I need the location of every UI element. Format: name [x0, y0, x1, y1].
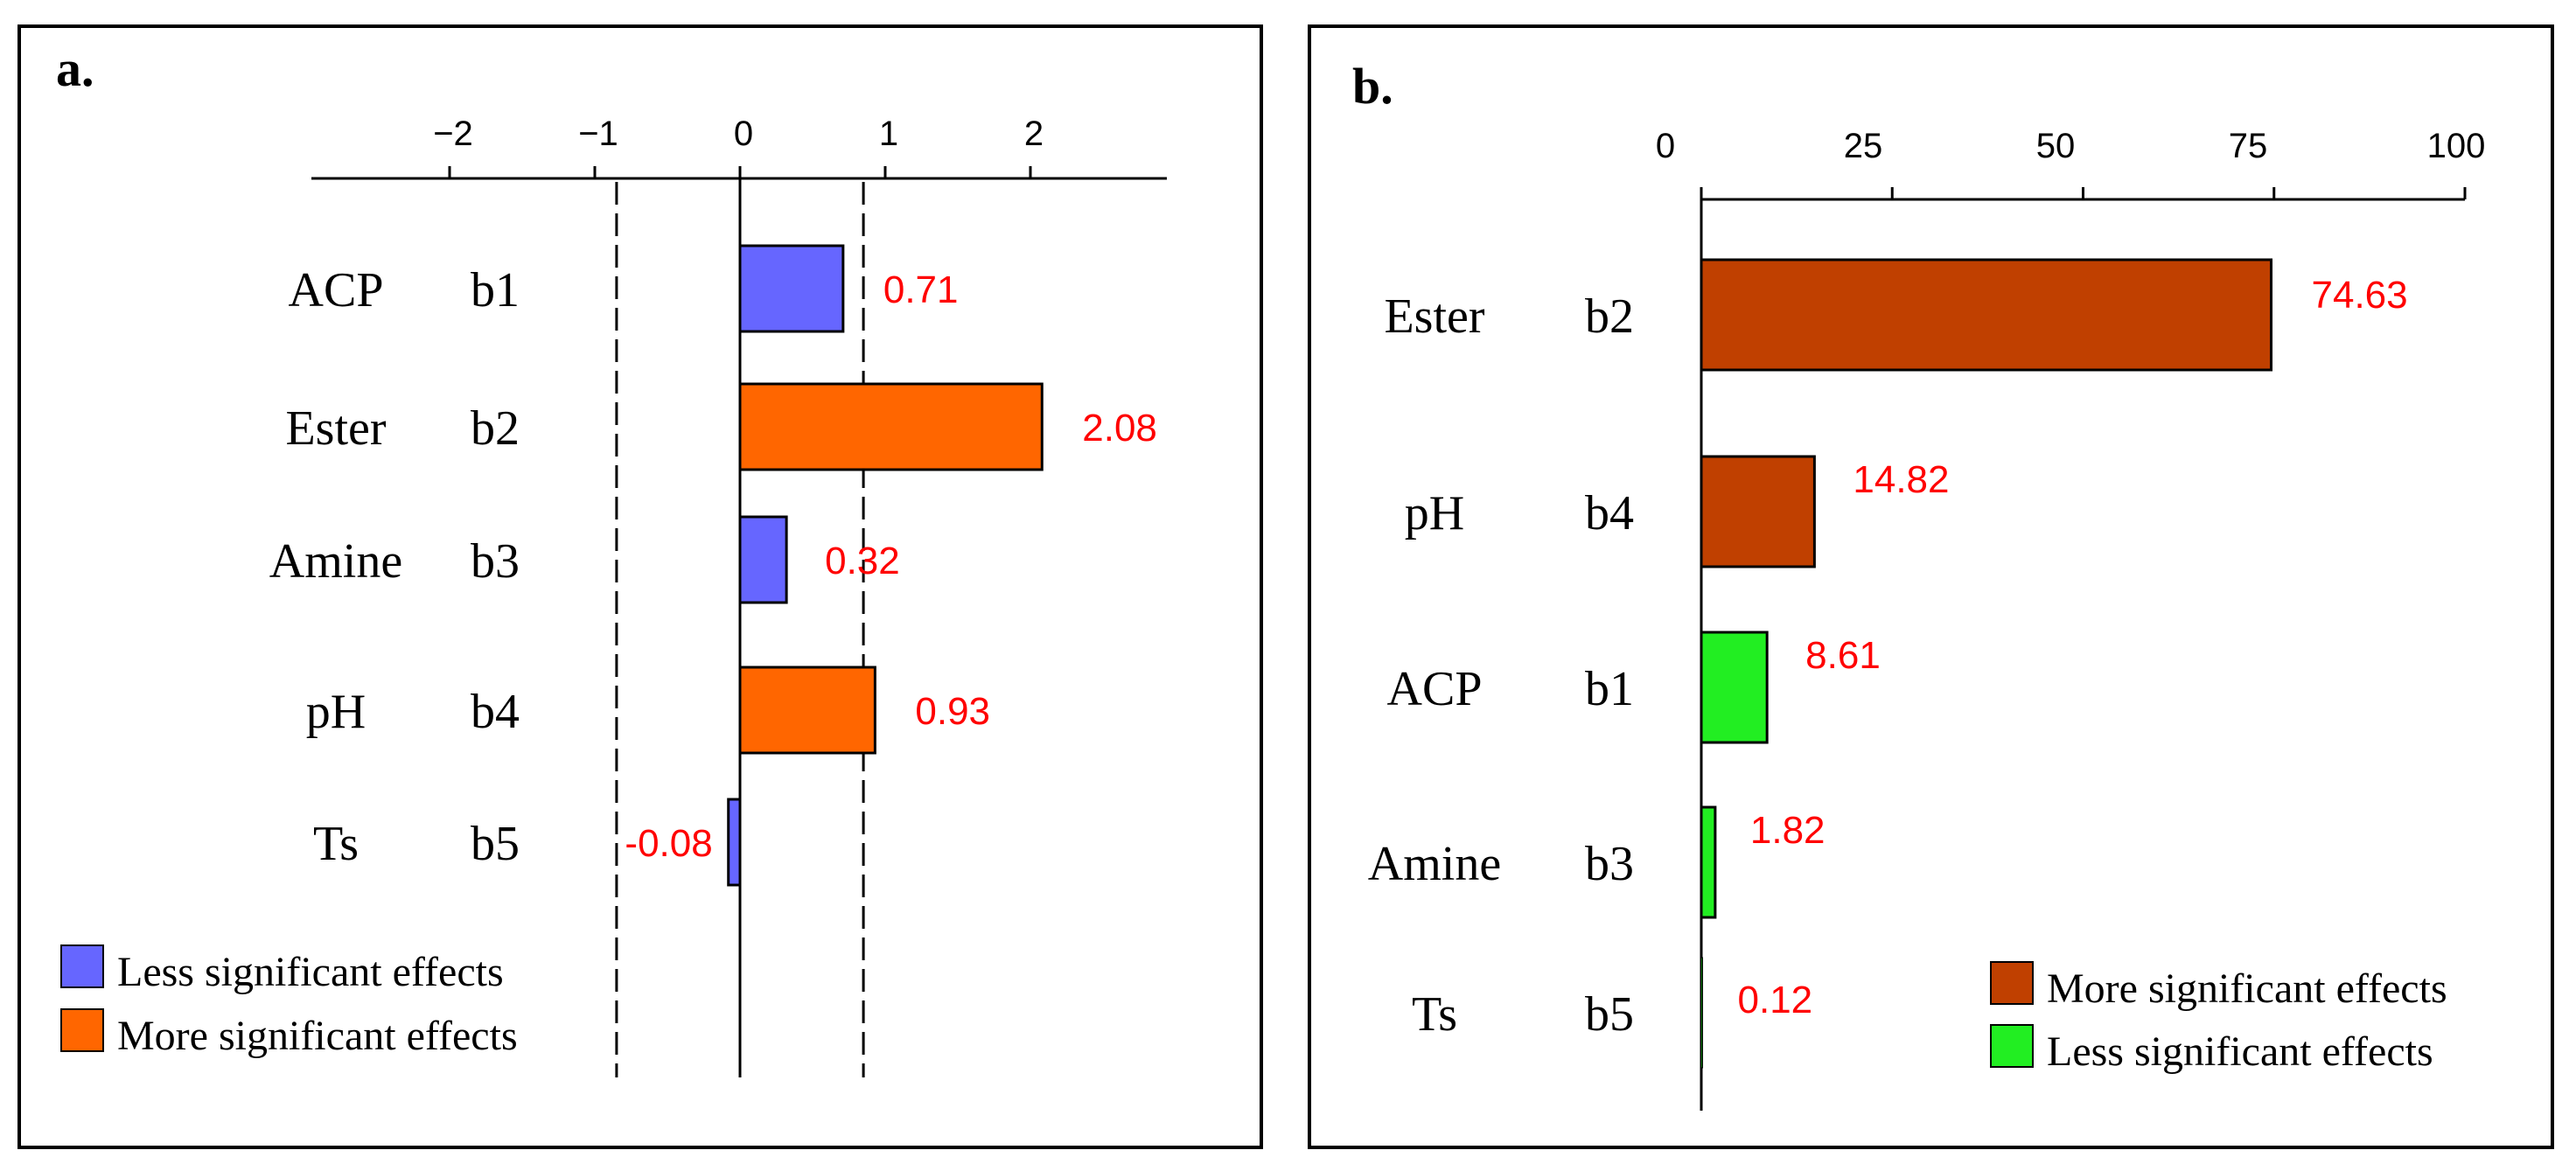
panel-b-value-labels: 74.63 14.82 8.61 1.82 0.12: [1738, 274, 2408, 1021]
value-label-amine: 1.82: [1750, 809, 1826, 852]
panel-a-bars: [727, 244, 1044, 887]
bar-ester: [1700, 258, 2273, 372]
factor-label: pH: [1405, 486, 1464, 540]
coef-label: b3: [1585, 837, 1634, 891]
factor-label: Ester: [1384, 289, 1484, 344]
coef-label: b2: [471, 401, 520, 456]
bar-acp: [738, 244, 845, 333]
value-label-ts: 0.12: [1738, 979, 1813, 1021]
factor-label: Amine: [269, 534, 402, 589]
coef-label: b1: [471, 263, 520, 317]
panel-b: b. 0 25 50 75 100 74.63 14.82 8.61 1.82 0.12 Est…: [1308, 24, 2554, 1149]
factor-label: Amine: [1368, 837, 1501, 891]
factor-label: pH: [306, 685, 366, 739]
x-tick-label: 50: [2036, 127, 2076, 165]
bar-ts: [1700, 957, 1703, 1069]
x-tick-label: 75: [2229, 127, 2268, 165]
panel-a-value-labels: 0.71 2.08 0.32 0.93 -0.08: [625, 268, 1156, 865]
legend-label-less: Less significant effects: [117, 949, 504, 995]
x-tick-label: 0: [734, 115, 753, 153]
panel-a: a. −2 −1 0 1 2 0.71 2.08 0.32 0.93 -0.08 ACP b1 Es…: [17, 24, 1263, 1149]
coef-label: b1: [1585, 662, 1634, 716]
coef-label: b5: [1585, 987, 1634, 1042]
legend-swatch-more: [1990, 961, 2034, 1005]
legend-swatch-more: [60, 1008, 104, 1052]
bar-ph: [738, 666, 876, 755]
coef-label: b4: [1585, 486, 1634, 540]
value-label-ester: 74.63: [2312, 274, 2408, 317]
x-tick-label: 1: [879, 115, 898, 153]
legend-label-more: More significant effects: [117, 1013, 518, 1059]
coef-label: b3: [471, 534, 520, 589]
value-label-ph: 14.82: [1853, 458, 1949, 501]
panel-b-row-labels: Ester b2 pH b4 ACP b1 Amine b3 Ts b5: [1368, 289, 1634, 1042]
factor-label: ACP: [289, 263, 384, 317]
factor-label: Ester: [285, 401, 386, 456]
panel-b-legend: More significant effects Less significant…: [1990, 961, 2447, 1075]
value-label-acp: 0.71: [883, 268, 959, 311]
value-label-amine: 0.32: [825, 540, 900, 582]
x-tick-label: 25: [1844, 127, 1883, 165]
value-label-ph: 0.93: [915, 690, 990, 733]
panel-a-legend: Less significant effects More significant…: [60, 944, 518, 1059]
bar-amine: [1700, 805, 1717, 919]
x-tick-label: 0: [1656, 127, 1675, 165]
x-tick-label: −1: [578, 115, 618, 153]
panel-a-threshold-lines: [615, 182, 865, 1077]
bar-ph: [1700, 455, 1816, 568]
panel-a-row-labels: ACP b1 Ester b2 Amine b3 pH b4 Ts b5: [269, 263, 520, 871]
bar-acp: [1700, 631, 1769, 744]
panel-a-letter: a.: [56, 40, 94, 97]
legend-swatch-less: [1990, 1024, 2034, 1068]
legend-label-more: More significant effects: [2047, 965, 2447, 1012]
x-tick-label: 100: [2427, 127, 2486, 165]
value-label-acp: 8.61: [1805, 634, 1881, 677]
legend-label-less: Less significant effects: [2047, 1028, 2433, 1075]
coef-label: b4: [471, 685, 520, 739]
panel-a-frame: [17, 24, 1263, 1149]
panel-b-letter: b.: [1352, 58, 1393, 115]
bar-amine: [738, 515, 788, 604]
x-tick-label: −2: [433, 115, 473, 153]
factor-label: Ts: [313, 817, 359, 871]
x-tick-label: 2: [1024, 115, 1044, 153]
coef-label: b2: [1585, 289, 1634, 344]
legend-swatch-less: [60, 944, 104, 988]
factor-label: ACP: [1387, 662, 1483, 716]
bar-ester: [738, 382, 1044, 471]
factor-label: Ts: [1412, 987, 1457, 1042]
value-label-ts: -0.08: [625, 822, 712, 865]
panel-b-frame: [1308, 24, 2554, 1149]
panel-b-bars: [1700, 258, 2273, 1069]
bar-ts: [727, 798, 742, 887]
coef-label: b5: [471, 817, 520, 871]
value-label-ester: 2.08: [1082, 407, 1157, 450]
